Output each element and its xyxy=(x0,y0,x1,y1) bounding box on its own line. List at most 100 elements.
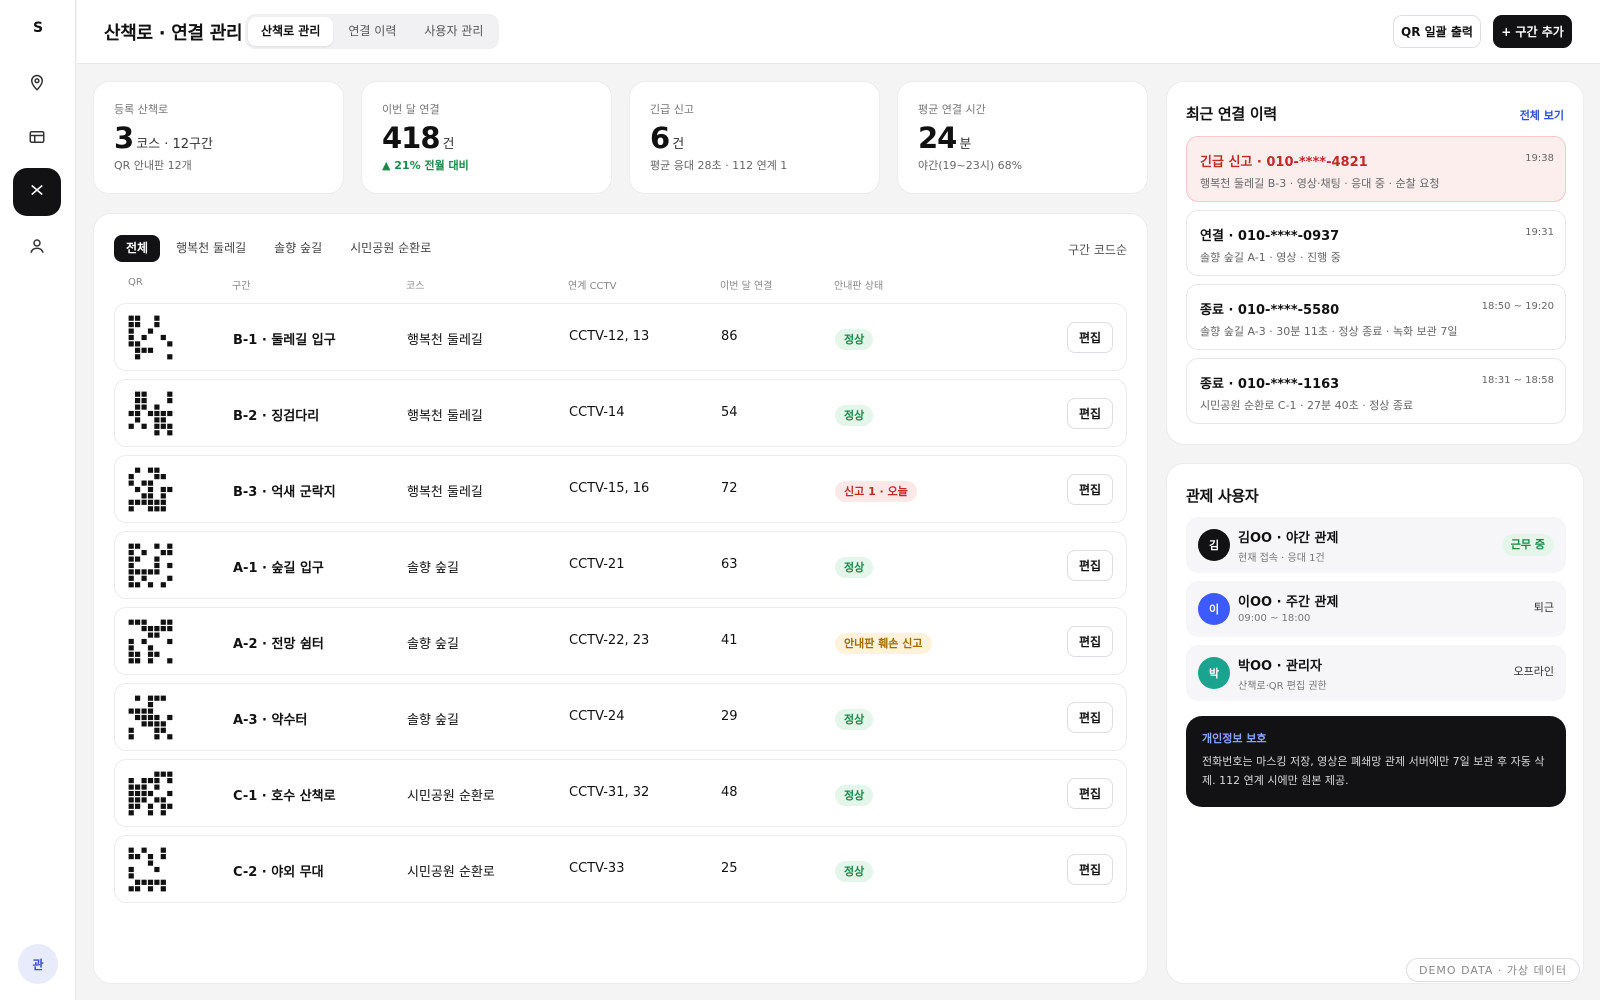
top-bar: 산책로 · 연결 관리 산책로 관리 연결 이력 사용자 관리 QR 일괄 출력… xyxy=(77,0,1600,64)
row-course: 솔향 숲길 xyxy=(407,713,459,728)
status-badge: 안내판 훼손 신고 xyxy=(835,633,932,654)
table-row[interactable]: B-1 · 둘레길 입구 행복천 둘레길 CCTV-12, 13 86 정상 편… xyxy=(114,303,1127,371)
history-item[interactable]: 종료 · 010-****-5580 18:50 ~ 19:20 솔향 숲길 A… xyxy=(1186,284,1566,350)
edit-button[interactable]: 편집 xyxy=(1067,474,1113,505)
filter-course-b[interactable]: 행복천 둘레길 xyxy=(176,241,247,255)
col-monthly-count: 이번 달 연결 xyxy=(720,281,773,292)
operator-name: 김OO · 야간 관제 xyxy=(1238,531,1339,546)
operator-name: 박OO · 관리자 xyxy=(1238,659,1322,674)
row-count: 41 xyxy=(721,633,738,648)
qr-code-icon[interactable] xyxy=(128,315,173,360)
row-cctv: CCTV-33 xyxy=(569,861,625,876)
row-count: 25 xyxy=(721,861,738,876)
status-badge: 정상 xyxy=(835,405,874,426)
history-item-time: 19:38 xyxy=(1525,153,1554,164)
edit-button[interactable]: 편집 xyxy=(1067,550,1113,581)
col-qr: QR xyxy=(128,277,143,288)
current-user-avatar[interactable]: 관 xyxy=(18,944,58,984)
table-row[interactable]: B-3 · 억새 군락지 행복천 둘레길 CCTV-15, 16 72 신고 1… xyxy=(114,455,1127,523)
edit-button[interactable]: 편집 xyxy=(1067,322,1113,353)
stat-label: 이번 달 연결 xyxy=(382,103,440,116)
course-filter-chips: 전체 행복천 둘레길 솔향 숲길 시민공원 순환로 xyxy=(114,235,443,262)
row-course: 행복천 둘레길 xyxy=(407,333,483,348)
tab-user-management[interactable]: 사용자 관리 xyxy=(424,24,484,38)
table-icon xyxy=(28,128,46,150)
status-text: 오프라인 xyxy=(1513,665,1554,678)
operator-item[interactable]: 김 김OO · 야간 관제 현재 접속 · 응대 1건 근무 중 xyxy=(1186,517,1566,573)
tab-trail-management[interactable]: 산책로 관리 xyxy=(248,17,334,46)
operator-name: 이OO · 주간 관제 xyxy=(1238,595,1339,610)
row-course: 솔향 숲길 xyxy=(407,637,459,652)
table-row[interactable]: B-2 · 징검다리 행복천 둘레길 CCTV-14 54 정상 편집 xyxy=(114,379,1127,447)
sort-selector[interactable]: 구간 코드순 xyxy=(1067,243,1127,257)
stat-unit: 코스 · 12구간 xyxy=(136,137,213,152)
tab-connection-history[interactable]: 연결 이력 xyxy=(348,24,397,38)
operators-card: 관제 사용자 김 김OO · 야간 관제 현재 접속 · 응대 1건 근무 중 … xyxy=(1166,463,1584,984)
operator-meta: 산책로·QR 편집 권한 xyxy=(1238,681,1327,692)
nav-table-button[interactable] xyxy=(13,115,61,163)
row-course: 시민공원 순환로 xyxy=(407,865,495,880)
table-header: QR 구간 코스 연계 CCTV 이번 달 연결 안내판 상태 xyxy=(114,277,1127,297)
row-count: 86 xyxy=(721,329,738,344)
sidebar: S 관 xyxy=(0,0,76,1000)
qr-code-icon[interactable] xyxy=(128,619,173,664)
history-item-time: 19:31 xyxy=(1525,227,1554,238)
operator-item[interactable]: 박 박OO · 관리자 산책로·QR 편집 권한 오프라인 xyxy=(1186,645,1566,701)
row-cctv: CCTV-12, 13 xyxy=(569,329,650,344)
filter-course-c[interactable]: 시민공원 순환로 xyxy=(350,241,432,255)
see-all-link[interactable]: 전체 보기 xyxy=(1519,109,1564,122)
add-section-button[interactable]: + 구간 추가 xyxy=(1493,15,1572,48)
stat-card-trails: 등록 산책로 3 코스 · 12구간 QR 안내판 12개 xyxy=(93,81,344,194)
history-item[interactable]: 연결 · 010-****-0937 19:31 솔향 숲길 A-1 · 영상 … xyxy=(1186,210,1566,276)
edit-button[interactable]: 편집 xyxy=(1067,398,1113,429)
table-row[interactable]: A-1 · 숲길 입구 솔향 숲길 CCTV-21 63 정상 편집 xyxy=(114,531,1127,599)
nav-user-button[interactable] xyxy=(13,224,61,272)
col-section: 구간 xyxy=(232,281,251,292)
history-item-title: 종료 · 010-****-1163 xyxy=(1200,377,1340,392)
qr-code-icon[interactable] xyxy=(128,543,173,588)
history-item-desc: 솔향 숲길 A-3 · 30분 11초 · 정상 종료 · 녹화 보관 7일 xyxy=(1200,325,1458,338)
qr-code-icon[interactable] xyxy=(128,695,173,740)
status-badge: 신고 1 · 오늘 xyxy=(835,481,917,502)
history-item[interactable]: 긴급 신고 · 010-****-4821 19:38 행복천 둘레길 B-3 … xyxy=(1186,136,1566,202)
row-count: 48 xyxy=(721,785,738,800)
avatar: 이 xyxy=(1198,593,1230,625)
filter-course-a[interactable]: 솔향 숲길 xyxy=(274,241,323,255)
row-section: C-1 · 호수 산책로 xyxy=(233,789,336,804)
recent-history-card: 최근 연결 이력 전체 보기 긴급 신고 · 010-****-4821 19:… xyxy=(1166,81,1584,445)
nav-connection-button[interactable] xyxy=(13,168,61,216)
stat-card-monthly-connections: 이번 달 연결 418 건 ▲ 21% 전월 대비 xyxy=(361,81,612,194)
table-row[interactable]: A-2 · 전망 쉼터 솔향 숲길 CCTV-22, 23 41 안내판 훼손 … xyxy=(114,607,1127,675)
qr-code-icon[interactable] xyxy=(128,771,173,816)
stat-value: 24 xyxy=(918,121,957,155)
stat-value: 3 xyxy=(114,121,134,155)
col-course: 코스 xyxy=(406,281,425,292)
history-list: 긴급 신고 · 010-****-4821 19:38 행복천 둘레길 B-3 … xyxy=(1186,136,1566,432)
qr-code-icon[interactable] xyxy=(128,847,173,892)
edit-button[interactable]: 편집 xyxy=(1067,702,1113,733)
operator-item[interactable]: 이 이OO · 주간 관제 09:00 ~ 18:00 퇴근 xyxy=(1186,581,1566,637)
history-item-desc: 솔향 숲길 A-1 · 영상 · 진행 중 xyxy=(1200,251,1341,264)
qr-code-icon[interactable] xyxy=(128,467,173,512)
edit-button[interactable]: 편집 xyxy=(1067,854,1113,885)
row-count: 54 xyxy=(721,405,738,420)
status-badge: 정상 xyxy=(835,709,874,730)
nav-map-button[interactable] xyxy=(13,61,61,109)
history-item-desc: 행복천 둘레길 B-3 · 영상·채팅 · 응대 중 · 순찰 요청 xyxy=(1200,177,1440,190)
avatar: 박 xyxy=(1198,657,1230,689)
row-course: 행복천 둘레길 xyxy=(407,409,483,424)
user-icon xyxy=(28,237,46,259)
qr-code-icon[interactable] xyxy=(128,391,173,436)
history-item[interactable]: 종료 · 010-****-1163 18:31 ~ 18:58 시민공원 순환… xyxy=(1186,358,1566,424)
edit-button[interactable]: 편집 xyxy=(1067,778,1113,809)
edit-button[interactable]: 편집 xyxy=(1067,626,1113,657)
row-section: A-1 · 숲길 입구 xyxy=(233,561,324,576)
table-row[interactable]: A-3 · 약수터 솔향 숲길 CCTV-24 29 정상 편집 xyxy=(114,683,1127,751)
qr-bulk-print-button[interactable]: QR 일괄 출력 xyxy=(1393,15,1481,48)
operators-title: 관제 사용자 xyxy=(1186,487,1259,505)
table-row[interactable]: C-1 · 호수 산책로 시민공원 순환로 CCTV-31, 32 48 정상 … xyxy=(114,759,1127,827)
x-icon xyxy=(28,181,46,203)
filter-all[interactable]: 전체 xyxy=(114,235,161,262)
table-row[interactable]: C-2 · 야외 무대 시민공원 순환로 CCTV-33 25 정상 편집 xyxy=(114,835,1127,903)
